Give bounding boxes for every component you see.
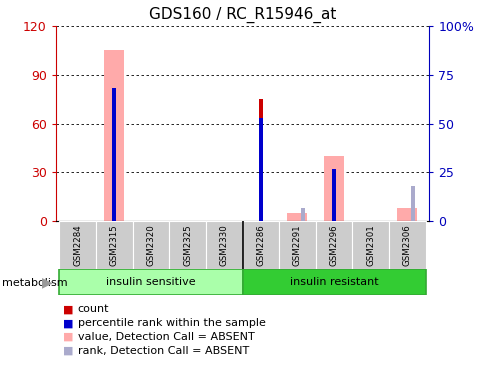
Text: insulin sensitive: insulin sensitive	[106, 277, 196, 287]
FancyBboxPatch shape	[133, 221, 169, 269]
Bar	[112, 88, 116, 221]
FancyBboxPatch shape	[169, 221, 206, 269]
Text: metabolism: metabolism	[2, 277, 68, 288]
Title: GDS160 / RC_R15946_at: GDS160 / RC_R15946_at	[149, 7, 335, 23]
Bar	[258, 117, 262, 221]
Bar	[104, 50, 124, 221]
FancyBboxPatch shape	[242, 269, 424, 295]
Text: GSM2291: GSM2291	[292, 224, 302, 266]
Text: ■: ■	[63, 318, 74, 328]
FancyBboxPatch shape	[351, 221, 388, 269]
Text: GSM2301: GSM2301	[365, 224, 374, 266]
Text: count: count	[77, 304, 109, 314]
Bar	[287, 213, 307, 221]
Text: insulin resistant: insulin resistant	[289, 277, 378, 287]
Text: value, Detection Call = ABSENT: value, Detection Call = ABSENT	[77, 332, 254, 342]
FancyBboxPatch shape	[388, 221, 424, 269]
Text: GSM2320: GSM2320	[146, 224, 155, 266]
Text: GSM2286: GSM2286	[256, 224, 265, 266]
FancyBboxPatch shape	[60, 221, 96, 269]
FancyBboxPatch shape	[242, 221, 278, 269]
FancyBboxPatch shape	[278, 221, 315, 269]
Text: percentile rank within the sample: percentile rank within the sample	[77, 318, 265, 328]
FancyBboxPatch shape	[60, 269, 242, 295]
Bar	[332, 169, 335, 221]
Text: GSM2296: GSM2296	[329, 224, 338, 266]
FancyBboxPatch shape	[96, 221, 133, 269]
Text: GSM2325: GSM2325	[182, 224, 192, 266]
Bar	[300, 208, 304, 221]
Bar	[396, 208, 416, 221]
Text: GSM2306: GSM2306	[402, 224, 411, 266]
Bar	[323, 156, 343, 221]
Bar	[258, 99, 262, 221]
Text: GSM2315: GSM2315	[110, 224, 119, 266]
Text: ■: ■	[63, 346, 74, 356]
Text: rank, Detection Call = ABSENT: rank, Detection Call = ABSENT	[77, 346, 248, 356]
Text: ■: ■	[63, 332, 74, 342]
Text: ▶: ▶	[42, 276, 53, 290]
Bar	[410, 186, 414, 221]
Text: ■: ■	[63, 304, 74, 314]
FancyBboxPatch shape	[206, 221, 242, 269]
Text: GSM2284: GSM2284	[73, 224, 82, 266]
Text: GSM2330: GSM2330	[219, 224, 228, 266]
FancyBboxPatch shape	[315, 221, 351, 269]
